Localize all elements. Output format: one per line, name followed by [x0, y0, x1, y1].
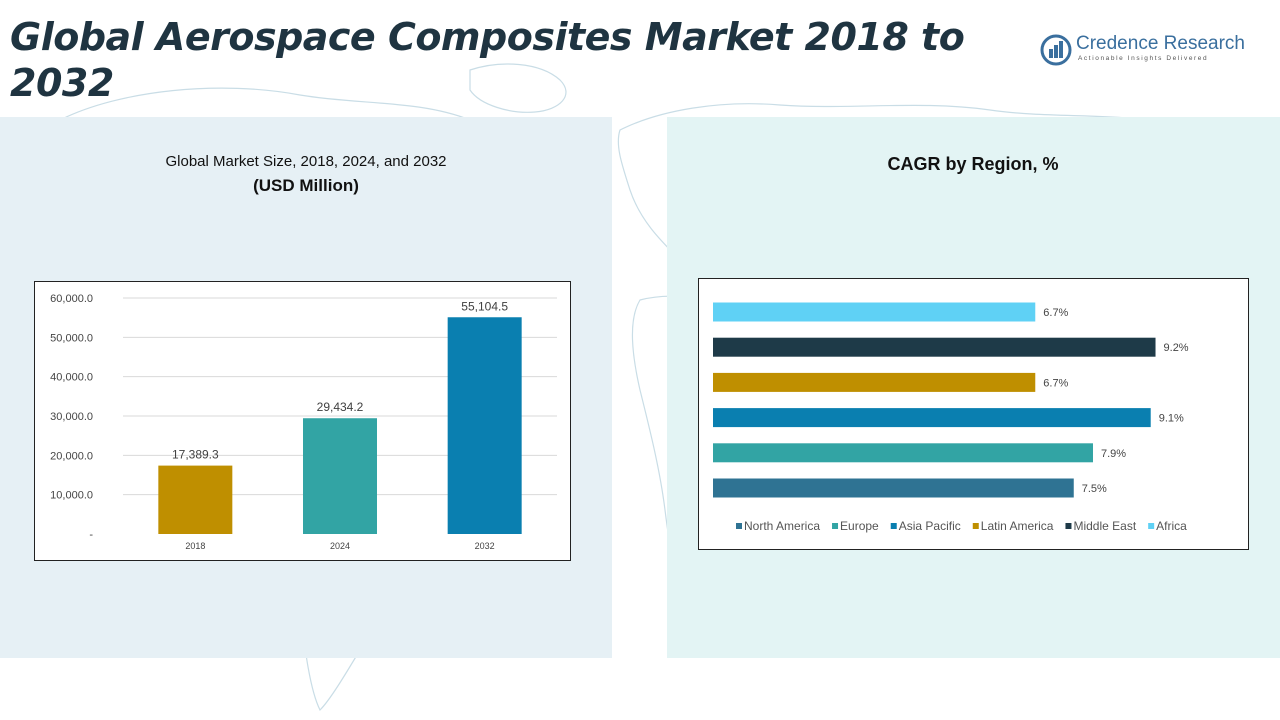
bar-north-america	[713, 478, 1074, 498]
bar-africa	[713, 302, 1036, 322]
y-tick-label: 20,000.0	[50, 450, 93, 462]
brand-name: Credence Research	[1076, 33, 1245, 54]
legend-swatch	[736, 523, 742, 529]
legend-swatch	[890, 523, 897, 529]
legend-entry: Africa	[1156, 519, 1187, 533]
x-tick-label: 2032	[475, 541, 495, 551]
legend-swatch	[832, 523, 839, 529]
brand-tagline: Actionable Insights Delivered	[1078, 55, 1209, 62]
cagr-chart-svg: 6.7% 9.2% 6.7% 9.1% 7.9% 7.5% North America Eur…	[713, 302, 1189, 533]
bar-asia-pacific	[713, 408, 1151, 428]
brand-logo: Credence Research Actionable Insights De…	[1040, 30, 1260, 70]
data-label: 17,389.3	[172, 448, 219, 462]
data-label: 9.2%	[1164, 342, 1189, 354]
y-tick-label: 10,000.0	[50, 490, 93, 502]
bar-middle-east	[713, 337, 1156, 357]
data-label: 29,434.2	[317, 400, 364, 414]
bar-2018	[158, 465, 233, 534]
page-title: Global Aerospace Composites Market 2018 …	[10, 15, 965, 105]
legend-entry: North America	[744, 519, 820, 533]
legend-swatch	[1065, 523, 1072, 529]
cagr-chart: 6.7% 9.2% 6.7% 9.1% 7.9% 7.5% North America Eur…	[698, 278, 1249, 550]
data-label: 55,104.5	[461, 299, 508, 313]
legend-entry: Europe	[840, 519, 879, 533]
y-tick-label: -	[89, 529, 93, 541]
market-size-chart-svg: - 10,000.0 20,000.0 30,000.0 40,000.0 50,000.…	[50, 293, 557, 551]
market-size-chart: - 10,000.0 20,000.0 30,000.0 40,000.0 50,000.…	[34, 281, 571, 561]
data-label: 7.5%	[1082, 483, 1107, 495]
data-label: 6.7%	[1043, 307, 1068, 319]
y-tick-label: 30,000.0	[50, 411, 93, 423]
cagr-subtitle: CAGR by Region, %	[887, 154, 1059, 174]
x-tick-label: 2018	[185, 541, 205, 551]
legend-entry: Asia Pacific	[899, 519, 961, 533]
legend-swatch	[1148, 523, 1155, 529]
data-label: 7.9%	[1101, 448, 1126, 460]
y-tick-label: 60,000.0	[50, 293, 93, 305]
data-label: 6.7%	[1043, 377, 1068, 389]
legend-entry: Latin America	[981, 519, 1054, 533]
market-size-subtitle: Global Market Size, 2018, 2024, and 2032	[165, 153, 447, 170]
data-label: 9.1%	[1159, 413, 1184, 425]
legend-entry: Middle East	[1073, 519, 1136, 533]
y-tick-label: 40,000.0	[50, 372, 93, 384]
x-tick-label: 2024	[330, 541, 350, 551]
bar-latin-america	[713, 372, 1036, 392]
y-tick-label: 50,000.0	[50, 332, 93, 344]
bar-2032	[447, 317, 522, 534]
bar-2024	[303, 418, 377, 534]
market-size-unit: (USD Million)	[253, 176, 359, 195]
logo-icon	[1040, 34, 1072, 66]
legend-swatch	[972, 523, 979, 529]
bar-europe	[713, 443, 1093, 463]
